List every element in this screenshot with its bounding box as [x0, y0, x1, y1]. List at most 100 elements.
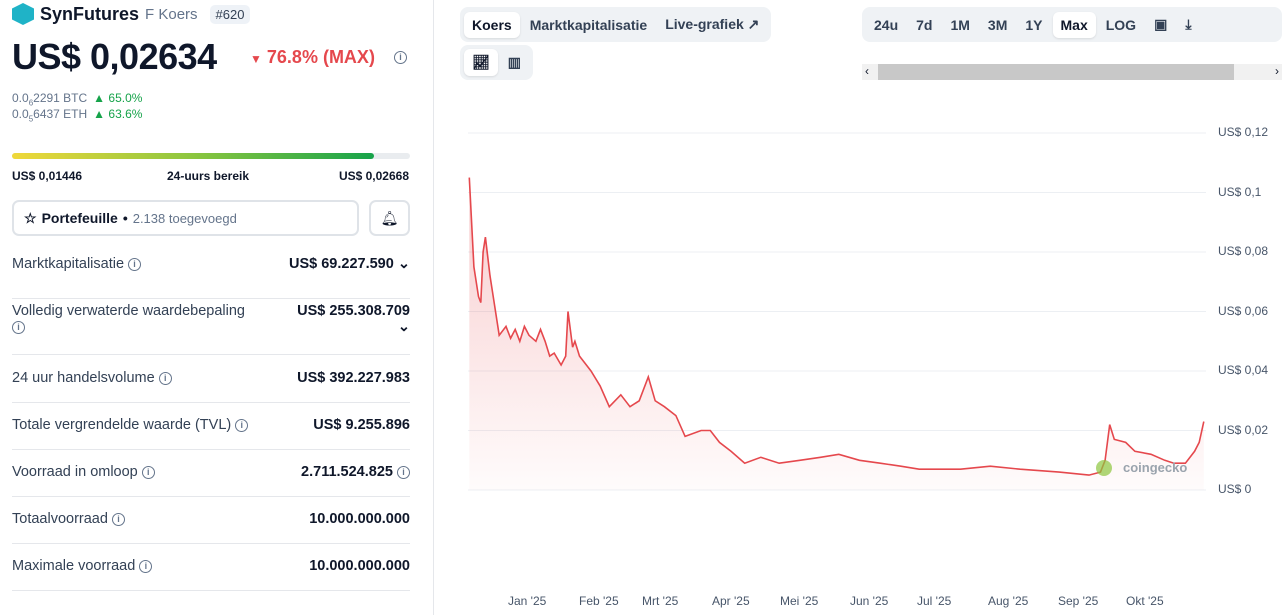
btc-price: 0.062291 BTC ▲ 65.0%: [12, 91, 142, 107]
stat-value-text: US$ 255.308.709: [297, 303, 410, 319]
x-tick-label: Sep '25: [1058, 594, 1099, 608]
stat-label: Totale vergrendelde waarde (TVL): [12, 417, 232, 433]
current-price: US$ 0,02634: [12, 36, 217, 77]
scroll-left-icon[interactable]: ‹: [865, 64, 869, 78]
chart-scrollbar[interactable]: ‹ ›: [862, 64, 1282, 80]
stat-row-volume: 24 uur handelsvolume i US$ 392.227.983: [12, 370, 410, 403]
bell-icon: 🔔︎: [380, 210, 399, 226]
price-chart[interactable]: [436, 0, 1282, 615]
price-area: [469, 177, 1204, 490]
y-tick-label: US$ 0,08: [1218, 244, 1269, 258]
y-tick-label: US$ 0,02: [1218, 422, 1269, 437]
x-tick-label: Mrt '25: [642, 594, 679, 608]
x-tick-label: Jun '25: [850, 594, 889, 608]
y-tick-label: US$ 0,06: [1218, 303, 1269, 318]
range-7d[interactable]: 7d: [916, 16, 933, 33]
y-tick-label: US$ 0,12: [1218, 125, 1269, 139]
alert-bell-button[interactable]: 🔔︎: [369, 200, 410, 236]
info-icon[interactable]: i: [111, 512, 125, 526]
range-24h[interactable]: 24u: [874, 16, 899, 33]
range-bar: [12, 153, 410, 159]
info-icon[interactable]: i: [158, 371, 172, 385]
chevron-down-icon[interactable]: ⌄: [397, 256, 410, 272]
info-icon[interactable]: i: [141, 465, 155, 479]
scroll-right-icon[interactable]: ›: [1275, 64, 1279, 78]
x-tick-label: Apr '25: [712, 594, 750, 608]
info-icon[interactable]: i: [394, 51, 407, 64]
stat-value: 2.711.524.825 i: [301, 464, 410, 480]
coingecko-watermark: coingecko: [1123, 460, 1188, 475]
stat-value: US$ 9.255.896: [313, 417, 410, 433]
candlestick-chart-icon[interactable]: ▥: [507, 54, 522, 70]
coin-name: SynFutures: [40, 3, 140, 24]
coin-header: SynFutures F Koers #620: [12, 3, 251, 25]
calendar-icon[interactable]: ▣: [1154, 16, 1168, 32]
stat-value: US$ 392.227.983: [297, 370, 410, 386]
x-tick-label: Jan '25: [508, 594, 547, 608]
btc-zeros: 6: [28, 98, 34, 108]
stat-row-fdv[interactable]: Volledig verwaterde waardebepaling i US$ 2…: [12, 303, 410, 355]
info-icon[interactable]: i: [397, 465, 410, 479]
btc-change: ▲ 65.0%: [93, 91, 143, 105]
range-1y[interactable]: 1Y: [1025, 16, 1043, 33]
stat-value: US$ 255.308.709 ⌄: [297, 303, 410, 335]
stat-row-market-cap[interactable]: Marktkapitalisatie i US$ 69.227.590 ⌄: [12, 256, 410, 299]
eth-change-value: 63.6%: [108, 107, 143, 121]
btc-change-value: 65.0%: [108, 91, 143, 105]
y-tick-label: US$ 0: [1218, 482, 1252, 496]
star-icon: ☆: [24, 209, 37, 226]
chevron-down-icon[interactable]: ⌄: [397, 319, 410, 335]
stat-value: 10.000.000.000: [309, 511, 410, 527]
synfutures-logo: [12, 3, 34, 25]
stat-label: Volledig verwaterde waardebepaling: [12, 303, 245, 319]
range-1m[interactable]: 1M: [950, 16, 970, 33]
portfolio-count: 2.138 toegevoegd: [132, 210, 237, 226]
chart-panel: Koers Marktkapitalisatie Live-grafiek ↗ …: [436, 0, 1282, 615]
tab-price[interactable]: Koers: [464, 11, 520, 38]
stat-row-tvl: Totale vergrendelde waarde (TVL) i US$ 9.…: [12, 417, 410, 450]
stat-label: Voorraad in omloop: [12, 464, 138, 480]
info-icon[interactable]: i: [128, 257, 142, 271]
y-tick-label: US$ 0,1: [1218, 184, 1262, 199]
tab-market-cap[interactable]: Marktkapitalisatie: [529, 16, 648, 33]
eth-zeros: 5: [28, 114, 34, 124]
log-toggle[interactable]: LOG: [1105, 16, 1137, 33]
x-tick-label: Okt '25: [1126, 594, 1164, 608]
x-tick-label: Jul '25: [917, 594, 952, 608]
price-change: ▼ 76.8% (MAX): [250, 47, 375, 68]
info-icon[interactable]: i: [12, 320, 25, 334]
range-bar-fill: [12, 153, 375, 159]
line-chart-icon[interactable]: 📈︎: [464, 49, 498, 76]
stat-value: 10.000.000.000: [309, 558, 410, 574]
range-high: US$ 0,02668: [338, 169, 409, 183]
chart-style-toggle: 📈︎ ▥: [460, 45, 534, 80]
range-label: 24-uurs bereik: [167, 169, 250, 183]
stat-row-max-supply: Maximale voorraad i 10.000.000.000: [12, 558, 410, 591]
stat-label: Totaalvoorraad: [12, 511, 108, 527]
stat-label: 24 uur handelsvolume: [12, 370, 155, 386]
x-tick-label: Feb '25: [579, 594, 619, 608]
range-max[interactable]: Max: [1052, 11, 1096, 38]
scrollbar-thumb[interactable]: [878, 64, 1234, 80]
stat-value-text: 2.711.524.825: [301, 464, 393, 480]
range-3m[interactable]: 3M: [987, 16, 1008, 33]
coingecko-logo-icon: [1096, 460, 1112, 476]
stat-label: Marktkapitalisatie: [12, 256, 125, 272]
info-icon[interactable]: i: [235, 418, 249, 432]
stat-row-total-supply: Totaalvoorraad i 10.000.000.000: [12, 511, 410, 544]
stat-row-circulating: Voorraad in omloop i 2.711.524.825 i: [12, 464, 410, 497]
eth-value: 6437 ETH: [33, 107, 88, 121]
tab-live-chart[interactable]: Live-grafiek ↗: [657, 11, 767, 38]
coin-summary-panel: SynFutures F Koers #620 US$ 0,02634 ▼ 76…: [0, 0, 434, 615]
download-icon[interactable]: ⤓: [1185, 16, 1192, 32]
external-link-icon: ↗: [747, 16, 760, 32]
info-icon[interactable]: i: [139, 559, 153, 573]
x-tick-label: Aug '25: [988, 594, 1029, 608]
y-tick-label: US$ 0,04: [1218, 363, 1269, 377]
coin-symbol: F Koers: [145, 5, 198, 23]
chart-type-tabs: Koers Marktkapitalisatie Live-grafiek ↗: [460, 7, 772, 42]
portfolio-button[interactable]: ☆ Portefeuille • 2.138 toegevoegd: [12, 200, 359, 236]
eth-change: ▲ 63.6%: [93, 107, 143, 121]
eth-price: 0.056437 ETH ▲ 63.6%: [12, 107, 142, 123]
stat-value-text: US$ 69.227.590: [289, 256, 394, 272]
